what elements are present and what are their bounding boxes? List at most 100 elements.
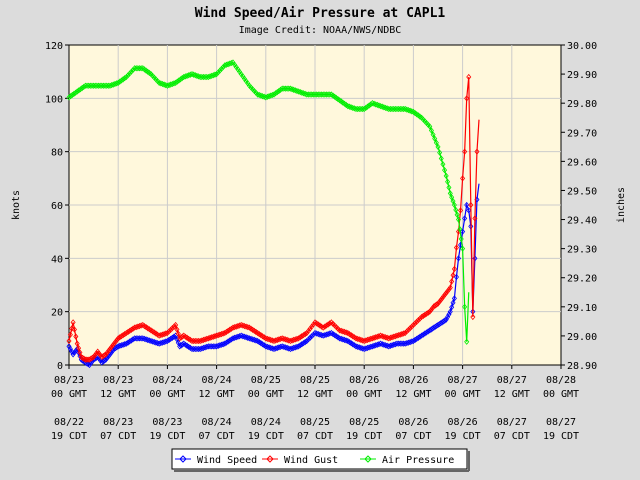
air-pressure-point [77, 86, 83, 93]
wind-gust-point [130, 325, 136, 332]
legend-marker-air-pressure [364, 455, 372, 463]
wind-gust-point [106, 347, 112, 354]
wind-speed-point [397, 340, 403, 347]
air-pressure-point [296, 88, 302, 95]
wind-speed-point [353, 343, 359, 350]
wind-gust-point [284, 336, 290, 344]
air-pressure-point [187, 71, 193, 78]
x-tick-label: 19 CDT [445, 431, 481, 442]
x-tick-label: 19 CDT [543, 431, 579, 442]
wind-gust-point [227, 326, 233, 333]
wind-gust-point [286, 337, 292, 344]
air-pressure-point [99, 82, 105, 89]
wind-gust-point [69, 325, 75, 332]
wind-speed-point [424, 329, 430, 336]
wind-gust-point [279, 335, 285, 342]
wind-speed-point [327, 330, 333, 337]
wind-gust-point [304, 329, 310, 337]
wind-speed-point [453, 273, 459, 281]
wind-speed-point [358, 344, 364, 352]
wind-speed-point [73, 347, 79, 354]
wind-speed-point [140, 335, 146, 342]
wind-gust-point [282, 336, 288, 343]
air-pressure-point [197, 73, 203, 81]
wind-gust-point [401, 330, 407, 337]
wind-gust-point [223, 328, 229, 336]
air-pressure-point [374, 101, 380, 109]
air-pressure-point [258, 92, 264, 99]
wind-speed-point [360, 345, 366, 352]
air-pressure-point [117, 78, 123, 85]
wind-gust-point [453, 244, 459, 251]
air-pressure-point [407, 107, 413, 114]
wind-gust-point [71, 326, 77, 333]
air-pressure-point [445, 178, 451, 185]
wind-speed-point [451, 295, 457, 302]
air-pressure-point [402, 105, 408, 113]
wind-speed-point [171, 333, 177, 340]
wind-gust-point [320, 324, 326, 331]
wind-gust-point [102, 352, 108, 359]
wind-gust-point [409, 323, 415, 330]
air-pressure-point [389, 105, 395, 113]
wind-speed-point [251, 336, 257, 344]
wind-speed-point [394, 340, 400, 347]
x-tick-label: 12 GMT [100, 389, 136, 400]
air-pressure-point [133, 65, 139, 72]
wind-gust-point [168, 326, 174, 333]
wind-speed-point [205, 343, 211, 350]
air-pressure-point [173, 79, 179, 86]
wind-gust-point [355, 335, 361, 343]
wind-gust-point [378, 332, 384, 339]
wind-speed-point [222, 340, 228, 347]
air-pressure-point [443, 172, 449, 180]
air-pressure-point [428, 127, 434, 134]
wind-gust-point [175, 330, 181, 338]
air-pressure-point [74, 88, 80, 95]
air-pressure-point [76, 87, 82, 94]
wind-gust-point [164, 329, 170, 337]
x-tick-label: 00 GMT [543, 389, 579, 400]
legend-box [171, 448, 468, 470]
x-tick-label: 08/24 [202, 375, 232, 386]
wind-speed-point [304, 337, 310, 345]
air-pressure-point [281, 85, 287, 92]
wind-speed-point [240, 333, 246, 340]
wind-gust-point [425, 309, 431, 316]
wind-gust-point [443, 289, 449, 297]
air-pressure-point [96, 82, 102, 89]
air-pressure-point [127, 70, 133, 77]
air-pressure-point [100, 82, 106, 89]
wind-gust-point [122, 330, 128, 338]
wind-gust-point [120, 331, 126, 339]
wind-speed-point [378, 340, 384, 347]
x-tick-label: 19 CDT [346, 431, 382, 442]
wind-speed-point [253, 337, 259, 344]
air-pressure-point [327, 91, 333, 98]
air-pressure-point [384, 105, 390, 112]
wind-speed-point [342, 336, 348, 344]
wind-gust-point [472, 215, 478, 222]
wind-speed-point [412, 336, 418, 344]
legend-marker-wind-gust [266, 455, 274, 463]
air-pressure-point [401, 105, 407, 113]
wind-speed-point [164, 337, 170, 345]
wind-speed-point [146, 337, 152, 344]
air-pressure-point [291, 86, 297, 93]
wind-gust-point [228, 325, 234, 332]
x-tick-label: 08/23 [103, 417, 133, 428]
air-pressure-point [381, 104, 387, 111]
air-pressure-point [191, 71, 197, 78]
air-pressure-point [138, 65, 144, 72]
air-pressure-point [120, 76, 126, 83]
wind-gust-point [76, 344, 82, 352]
wind-speed-point [245, 334, 251, 341]
air-pressure-point [73, 89, 79, 96]
wind-gust-point [222, 329, 228, 337]
wind-gust-point [402, 329, 408, 337]
wind-gust-point [127, 327, 133, 335]
air-pressure-point [373, 101, 379, 108]
air-pressure-point [386, 105, 392, 113]
wind-speed-point [141, 335, 147, 343]
wind-speed-point [163, 338, 169, 345]
